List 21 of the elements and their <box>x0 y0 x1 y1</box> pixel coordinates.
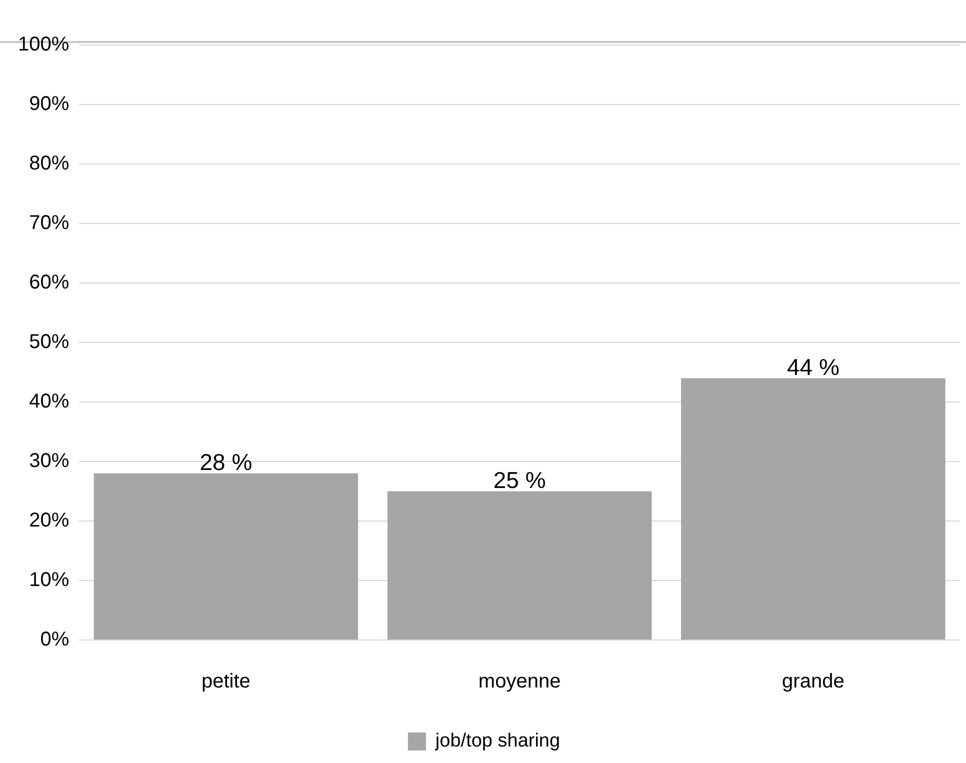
y-tick-label: 30% <box>29 450 70 472</box>
x-tick-label: grande <box>782 670 844 693</box>
y-tick-label: 90% <box>29 93 70 116</box>
legend-label: job/top sharing <box>434 730 560 752</box>
y-tick-label: 40% <box>29 390 70 413</box>
y-tick-label: 100% <box>18 34 70 56</box>
y-tick-label: 50% <box>29 331 70 354</box>
x-tick-label: moyenne <box>478 670 561 693</box>
y-tick-label: 60% <box>29 272 70 294</box>
bar <box>681 378 946 640</box>
bar <box>387 491 652 640</box>
y-tick-label: 0% <box>40 628 70 651</box>
data-label: 28 % <box>200 449 252 476</box>
y-tick-label: 70% <box>29 212 70 234</box>
y-tick-label: 10% <box>29 569 70 592</box>
data-label: 25 % <box>493 467 546 494</box>
data-label: 44 % <box>786 354 840 380</box>
y-tick-label: 80% <box>29 152 70 175</box>
y-tick-label: 20% <box>29 510 70 532</box>
bar <box>94 473 358 640</box>
x-tick-label: petite <box>201 670 250 693</box>
